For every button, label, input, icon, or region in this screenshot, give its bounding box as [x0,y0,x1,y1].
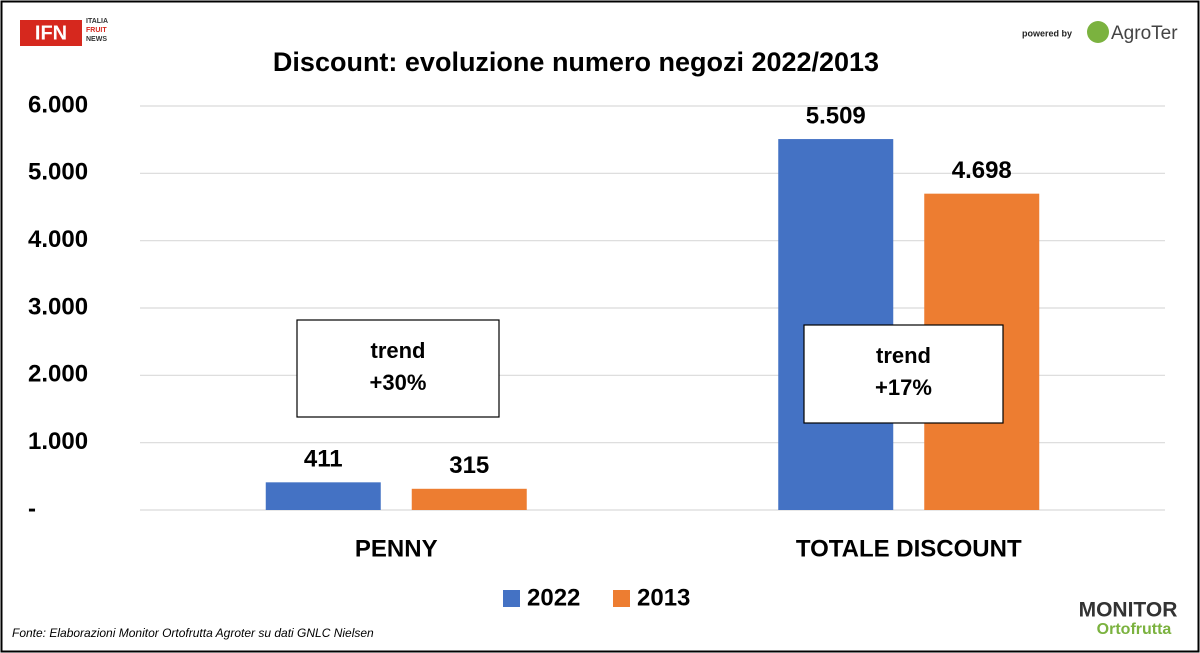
ifn-sub: NEWS [86,36,107,43]
legend-label: 2013 [637,584,690,611]
y-tick-label: 3.000 [28,293,88,320]
y-tick-label: 6.000 [28,91,88,118]
ortofrutta-logo: Ortofrutta [1097,621,1172,638]
powered-by: powered by [1022,28,1072,38]
agroter-logo: AgroTer [1111,23,1178,44]
x-tick-label: PENNY [355,535,438,562]
annotation-text: trend [371,338,426,363]
value-label: 315 [449,452,489,479]
annotation-text: +30% [370,370,427,395]
y-tick-label: 5.000 [28,159,88,186]
ifn-sub: FRUIT [86,27,107,34]
y-tick-label: 1.000 [28,428,88,455]
value-label: 4.698 [952,157,1012,184]
x-tick-label: TOTALE DISCOUNT [796,535,1022,562]
ifn-sub: ITALIA [86,18,108,25]
ifn-logo-box [20,20,82,46]
annotation-box [803,324,1004,424]
legend-swatch [503,590,520,607]
monitor-logo: MONITOR [1079,599,1178,622]
value-label: 5.509 [806,102,866,129]
annotation-box [296,319,500,418]
legend-label: 2022 [527,584,580,611]
legend-swatch [613,590,630,607]
bar [265,482,381,510]
y-tick-label: - [28,495,36,522]
source-note: Fonte: Elaborazioni Monitor Ortofrutta A… [12,626,374,640]
bar [411,488,527,510]
annotation-text: +17% [875,375,932,400]
chart-title: Discount: evoluzione numero negozi 2022/… [273,47,879,77]
ifn-logo: IFN [35,22,67,44]
value-label: 411 [304,446,343,473]
y-tick-label: 4.000 [28,226,88,253]
annotation-text: trend [876,343,931,368]
agroter-icon [1087,21,1109,43]
y-tick-label: 2.000 [28,361,88,388]
